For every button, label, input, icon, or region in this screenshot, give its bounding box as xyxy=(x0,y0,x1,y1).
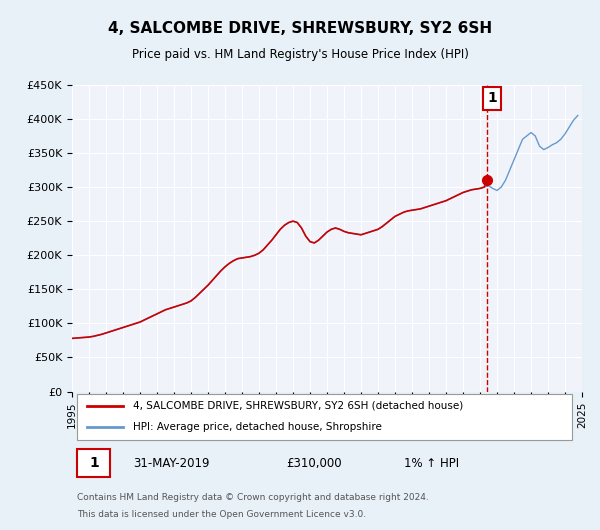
Text: This data is licensed under the Open Government Licence v3.0.: This data is licensed under the Open Gov… xyxy=(77,510,366,519)
Text: 1: 1 xyxy=(487,92,497,105)
Text: Price paid vs. HM Land Registry's House Price Index (HPI): Price paid vs. HM Land Registry's House … xyxy=(131,48,469,61)
Text: 31-MAY-2019: 31-MAY-2019 xyxy=(133,457,210,470)
Text: 4, SALCOMBE DRIVE, SHREWSBURY, SY2 6SH: 4, SALCOMBE DRIVE, SHREWSBURY, SY2 6SH xyxy=(108,21,492,36)
Text: 1% ↑ HPI: 1% ↑ HPI xyxy=(404,457,458,470)
Text: HPI: Average price, detached house, Shropshire: HPI: Average price, detached house, Shro… xyxy=(133,422,382,432)
Text: Contains HM Land Registry data © Crown copyright and database right 2024.: Contains HM Land Registry data © Crown c… xyxy=(77,492,429,501)
FancyBboxPatch shape xyxy=(77,449,110,478)
Text: £310,000: £310,000 xyxy=(286,457,342,470)
Text: 1: 1 xyxy=(89,456,99,470)
FancyBboxPatch shape xyxy=(77,394,572,440)
Text: 4, SALCOMBE DRIVE, SHREWSBURY, SY2 6SH (detached house): 4, SALCOMBE DRIVE, SHREWSBURY, SY2 6SH (… xyxy=(133,401,463,411)
